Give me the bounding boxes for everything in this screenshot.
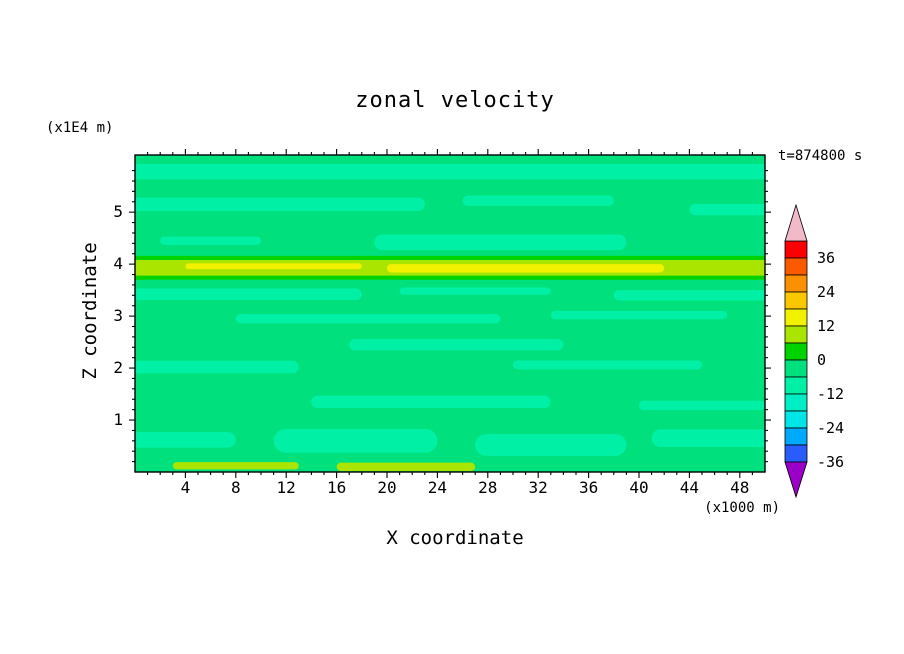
colorbar-tick-label: -24 [817, 419, 845, 437]
y-tick-label: 2 [113, 358, 123, 378]
y-axis-unit-label: (x1E4 m) [46, 120, 114, 136]
x-tick-label: 28 [478, 478, 498, 497]
x-tick-label: 4 [180, 478, 191, 497]
colorbar-tick-label: 24 [817, 283, 836, 301]
y-tick-label: 1 [113, 410, 123, 430]
colorbar-tick-label: 0 [817, 351, 827, 369]
x-tick-label: 36 [578, 478, 599, 497]
x-tick-label: 48 [730, 478, 750, 497]
y-tick-label: 3 [113, 306, 123, 326]
x-tick-label: 32 [528, 478, 548, 497]
x-tick-label: 40 [629, 478, 649, 497]
velocity-field [135, 155, 765, 472]
colorbar-arrow-up-icon [784, 203, 808, 242]
x-tick-label: 44 [679, 478, 700, 497]
colorbar-tick-label: -12 [817, 385, 845, 403]
x-tick-label: 24 [427, 478, 448, 497]
x-tick-label: 12 [276, 478, 296, 497]
colorbar-tick-label: 36 [817, 249, 836, 267]
chart-title: zonal velocity [355, 88, 555, 113]
y-tick-label: 5 [113, 202, 123, 222]
x-tick-label: 8 [230, 478, 241, 497]
colorbar-tick-label: 12 [817, 317, 836, 335]
colorbar-arrow-down-icon [784, 461, 808, 499]
y-tick-label: 4 [113, 254, 123, 274]
colorbar [784, 203, 808, 499]
x-axis-unit-label: (x1000 m) [704, 500, 780, 516]
colorbar-tick-label: -36 [817, 453, 845, 471]
x-axis-title: X coordinate [386, 527, 524, 549]
time-label: t=874800 s [778, 148, 863, 164]
x-tick-label: 20 [377, 478, 397, 497]
x-tick-label: 16 [326, 478, 347, 497]
colorbar-tick-labels: 36 24 12 0 -12 -24 -36 [817, 0, 877, 654]
